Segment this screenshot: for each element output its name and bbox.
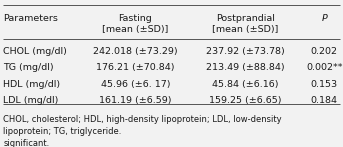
Text: 161.19 (±6.59): 161.19 (±6.59): [99, 96, 172, 105]
Text: 45.84 (±6.16): 45.84 (±6.16): [212, 80, 279, 89]
Text: 0.002**: 0.002**: [306, 63, 342, 72]
Text: lipoprotein; TG, triglyceride.: lipoprotein; TG, triglyceride.: [3, 127, 127, 136]
Text: CHOL, cholesterol; HDL, high-density lipoprotein; LDL, low-density: CHOL, cholesterol; HDL, high-density lip…: [3, 115, 282, 124]
Text: [mean (±SD)]: [mean (±SD)]: [102, 25, 169, 34]
Text: HDL (mg/dl): HDL (mg/dl): [3, 80, 61, 89]
Text: 45.96 (±6. 17): 45.96 (±6. 17): [101, 80, 170, 89]
Text: 242.018 (±73.29): 242.018 (±73.29): [93, 47, 178, 56]
Text: 213.49 (±88.84): 213.49 (±88.84): [206, 63, 285, 72]
Text: 0.153: 0.153: [310, 80, 338, 89]
Text: Parameters: Parameters: [3, 14, 58, 23]
Text: P: P: [321, 14, 327, 23]
Text: 159.25 (±6.65): 159.25 (±6.65): [209, 96, 282, 105]
Text: 176.21 (±70.84): 176.21 (±70.84): [96, 63, 175, 72]
Text: Fasting: Fasting: [119, 14, 152, 23]
Text: TG (mg/dl): TG (mg/dl): [3, 63, 54, 72]
Text: Postprandial: Postprandial: [216, 14, 275, 23]
Text: LDL (mg/dl): LDL (mg/dl): [3, 96, 59, 105]
Text: 0.202: 0.202: [311, 47, 338, 56]
Text: CHOL (mg/dl): CHOL (mg/dl): [3, 47, 67, 56]
Text: 237.92 (±73.78): 237.92 (±73.78): [206, 47, 285, 56]
Text: significant.: significant.: [3, 139, 50, 147]
Text: [mean (±SD)]: [mean (±SD)]: [212, 25, 279, 34]
Text: 0.184: 0.184: [311, 96, 338, 105]
